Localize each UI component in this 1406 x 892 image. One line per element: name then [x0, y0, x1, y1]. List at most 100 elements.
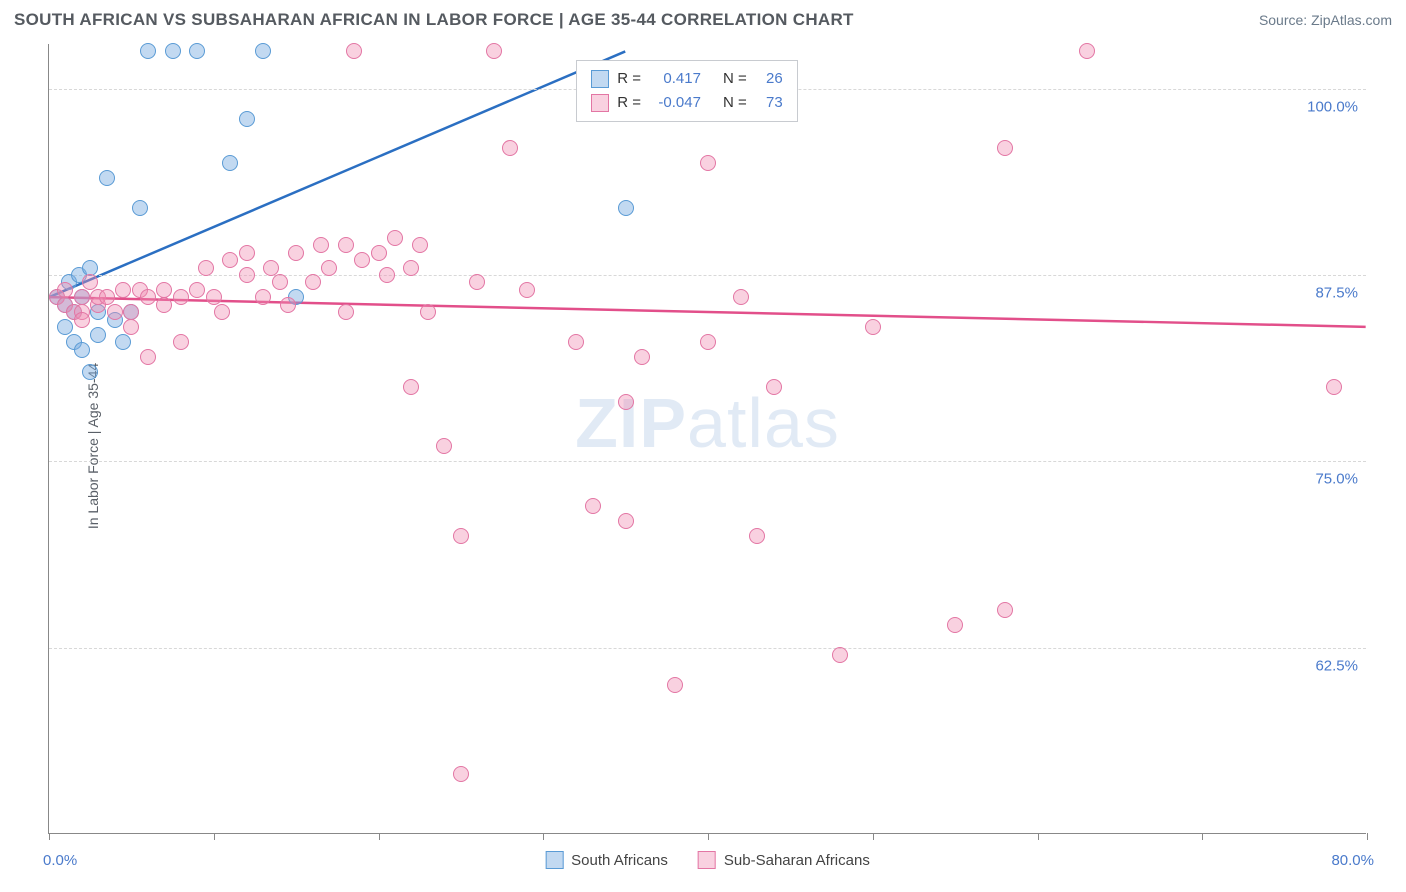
scatter-point	[519, 282, 535, 298]
x-tick	[708, 833, 709, 840]
scatter-point	[469, 274, 485, 290]
scatter-point	[1326, 379, 1342, 395]
scatter-point	[379, 267, 395, 283]
scatter-point	[420, 304, 436, 320]
x-tick	[49, 833, 50, 840]
x-tick	[1367, 833, 1368, 840]
x-tick	[543, 833, 544, 840]
scatter-point	[198, 260, 214, 276]
scatter-point	[997, 602, 1013, 618]
series-legend-item: Sub-Saharan Africans	[698, 851, 870, 869]
scatter-point	[115, 334, 131, 350]
watermark: ZIPatlas	[575, 383, 840, 463]
scatter-point	[189, 43, 205, 59]
y-tick-label: 62.5%	[1315, 657, 1358, 674]
scatter-point	[865, 319, 881, 335]
x-tick	[1038, 833, 1039, 840]
legend-r-label: R =	[617, 67, 641, 91]
scatter-point	[140, 43, 156, 59]
scatter-point	[436, 438, 452, 454]
legend-swatch	[591, 94, 609, 112]
scatter-point	[403, 260, 419, 276]
scatter-point	[82, 260, 98, 276]
scatter-point	[766, 379, 782, 395]
scatter-point	[82, 274, 98, 290]
x-tick	[379, 833, 380, 840]
scatter-point	[354, 252, 370, 268]
legend-r-value: 0.417	[649, 67, 701, 91]
scatter-point	[140, 289, 156, 305]
scatter-point	[453, 766, 469, 782]
scatter-point	[255, 43, 271, 59]
scatter-point	[99, 170, 115, 186]
chart-header: SOUTH AFRICAN VS SUBSAHARAN AFRICAN IN L…	[0, 0, 1406, 36]
scatter-point	[107, 304, 123, 320]
scatter-point	[618, 394, 634, 410]
scatter-point	[123, 304, 139, 320]
scatter-point	[272, 274, 288, 290]
scatter-point	[74, 312, 90, 328]
scatter-point	[403, 379, 419, 395]
scatter-point	[239, 111, 255, 127]
scatter-point	[321, 260, 337, 276]
scatter-chart-area: ZIPatlas 62.5%75.0%87.5%100.0%0.0%80.0%R…	[48, 44, 1366, 834]
scatter-point	[502, 140, 518, 156]
scatter-point	[585, 498, 601, 514]
legend-n-value: 73	[755, 91, 783, 115]
scatter-point	[57, 319, 73, 335]
scatter-point	[832, 647, 848, 663]
legend-n-value: 26	[755, 67, 783, 91]
series-legend-label: Sub-Saharan Africans	[724, 852, 870, 869]
y-tick-label: 87.5%	[1315, 285, 1358, 302]
source-attribution: Source: ZipAtlas.com	[1259, 12, 1392, 28]
scatter-point	[99, 289, 115, 305]
scatter-point	[132, 200, 148, 216]
scatter-point	[82, 364, 98, 380]
scatter-point	[453, 528, 469, 544]
series-legend-item: South Africans	[545, 851, 668, 869]
scatter-point	[486, 43, 502, 59]
scatter-point	[156, 297, 172, 313]
x-axis-min-label: 0.0%	[43, 852, 77, 869]
scatter-point	[263, 260, 279, 276]
scatter-point	[74, 289, 90, 305]
legend-swatch	[591, 70, 609, 88]
scatter-point	[700, 334, 716, 350]
legend-row: R = 0.417 N = 26	[591, 67, 783, 91]
scatter-point	[412, 237, 428, 253]
y-tick-label: 75.0%	[1315, 471, 1358, 488]
x-tick	[214, 833, 215, 840]
scatter-point	[222, 155, 238, 171]
legend-r-value: -0.047	[649, 91, 701, 115]
scatter-point	[305, 274, 321, 290]
x-tick	[873, 833, 874, 840]
scatter-point	[173, 334, 189, 350]
legend-n-label: N =	[723, 91, 747, 115]
chart-title: SOUTH AFRICAN VS SUBSAHARAN AFRICAN IN L…	[14, 10, 854, 30]
scatter-point	[239, 267, 255, 283]
scatter-point	[214, 304, 230, 320]
scatter-point	[313, 237, 329, 253]
scatter-point	[255, 289, 271, 305]
scatter-point	[57, 282, 73, 298]
scatter-point	[206, 289, 222, 305]
y-tick-label: 100.0%	[1307, 98, 1358, 115]
scatter-point	[280, 297, 296, 313]
scatter-point	[338, 304, 354, 320]
scatter-point	[618, 513, 634, 529]
scatter-point	[222, 252, 238, 268]
legend-row: R =-0.047N =73	[591, 91, 783, 115]
scatter-point	[74, 342, 90, 358]
scatter-point	[288, 245, 304, 261]
scatter-point	[749, 528, 765, 544]
scatter-point	[239, 245, 255, 261]
scatter-point	[189, 282, 205, 298]
legend-n-label: N =	[723, 67, 747, 91]
series-legend: South Africans Sub-Saharan Africans	[545, 851, 870, 869]
scatter-point	[1079, 43, 1095, 59]
legend-swatch	[698, 851, 716, 869]
scatter-point	[733, 289, 749, 305]
scatter-point	[346, 43, 362, 59]
scatter-point	[115, 282, 131, 298]
correlation-legend-box: R = 0.417 N = 26R = -0.047 N = 73	[576, 60, 798, 122]
